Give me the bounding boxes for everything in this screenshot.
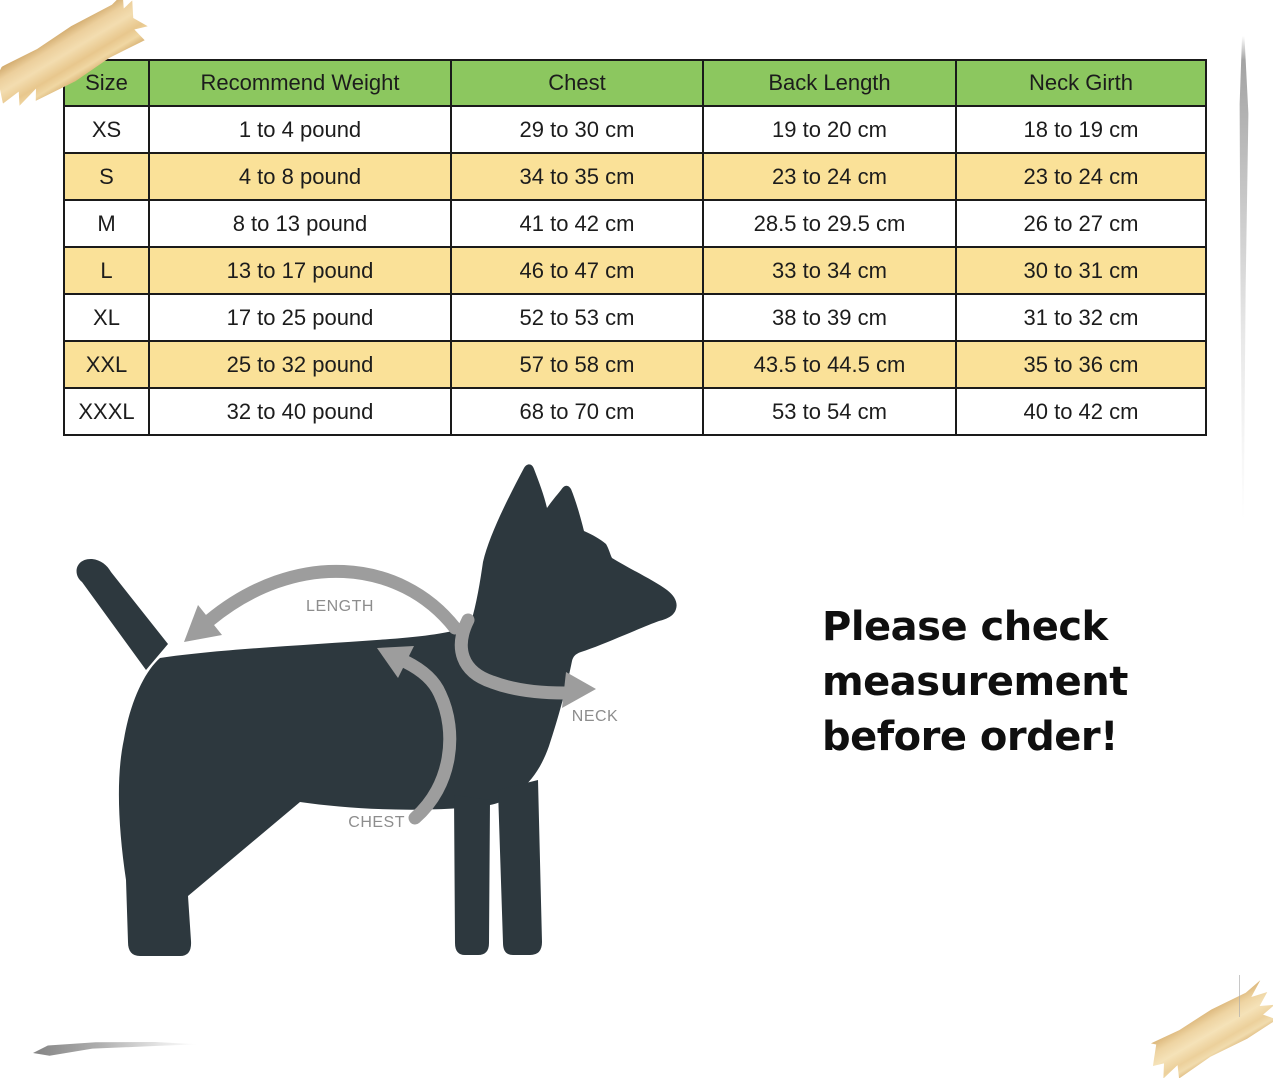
arrowheads [184,605,596,708]
size-chart-table: Size Recommend Weight Chest Back Length … [63,59,1207,436]
cell-size: M [63,199,150,248]
cell-back-length: 43.5 to 44.5 cm [702,340,957,389]
dog-silhouette-icon [76,464,677,956]
row-m: M 8 to 13 pound 41 to 42 cm 28.5 to 29.5… [63,199,1207,248]
dog-measurement-diagram: LENGTH NECK CHEST [76,464,677,956]
cell-chest: 57 to 58 cm [450,340,704,389]
neck-arrowhead-icon [562,672,596,708]
cell-back-length: 38 to 39 cm [702,293,957,342]
cell-weight: 13 to 17 pound [148,246,452,295]
tape-bottom-right-decoration [1143,980,1273,1078]
cell-neck-girth: 18 to 19 cm [955,105,1207,154]
neck-arrow [454,613,571,700]
header-neck-girth: Neck Girth [955,59,1207,107]
page-curl-bottom-left-shadow [33,1041,198,1056]
row-l: L 13 to 17 pound 46 to 47 cm 33 to 34 cm… [63,246,1207,295]
cell-neck-girth: 31 to 32 cm [955,293,1207,342]
header-chest: Chest [450,59,704,107]
cell-neck-girth: 23 to 24 cm [955,152,1207,201]
cell-chest: 68 to 70 cm [450,387,704,436]
cell-size: XXXL [63,387,150,436]
cell-chest: 52 to 53 cm [450,293,704,342]
page-edge-line [1239,975,1240,1017]
row-xxxl: XXXL 32 to 40 pound 68 to 70 cm 53 to 54… [63,387,1207,436]
note-line-3: before order! [822,714,1118,760]
cell-chest: 29 to 30 cm [450,105,704,154]
note-line-1: Please check [822,604,1108,650]
cell-back-length: 19 to 20 cm [702,105,957,154]
cell-chest: 41 to 42 cm [450,199,704,248]
cell-back-length: 33 to 34 cm [702,246,957,295]
note-line-2: measurement [822,659,1128,705]
cell-back-length: 53 to 54 cm [702,387,957,436]
row-xxl: XXL 25 to 32 pound 57 to 58 cm 43.5 to 4… [63,340,1207,389]
cell-size: XL [63,293,150,342]
cell-size: XS [63,105,150,154]
cell-back-length: 23 to 24 cm [702,152,957,201]
cell-weight: 1 to 4 pound [148,105,452,154]
cell-neck-girth: 35 to 36 cm [955,340,1207,389]
cell-back-length: 28.5 to 29.5 cm [702,199,957,248]
header-size: Size [63,59,150,107]
measurement-arrows [203,564,571,825]
cell-neck-girth: 26 to 27 cm [955,199,1207,248]
note-text: Please check measurement before order! [822,600,1162,765]
cell-chest: 34 to 35 cm [450,152,704,201]
cell-size: XXL [63,340,150,389]
neck-label: NECK [572,708,618,725]
page-curl-right-shadow [1239,36,1249,521]
cell-size: S [63,152,150,201]
length-label: LENGTH [306,598,374,615]
cell-neck-girth: 40 to 42 cm [955,387,1207,436]
header-row: Size Recommend Weight Chest Back Length … [63,59,1207,107]
header-weight: Recommend Weight [148,59,452,107]
row-xl: XL 17 to 25 pound 52 to 53 cm 38 to 39 c… [63,293,1207,342]
row-s: S 4 to 8 pound 34 to 35 cm 23 to 24 cm 2… [63,152,1207,201]
cell-weight: 17 to 25 pound [148,293,452,342]
length-arrowhead-icon [184,605,222,642]
cell-weight: 8 to 13 pound [148,199,452,248]
chest-label: CHEST [348,814,405,831]
chest-arrow [399,655,457,825]
row-xs: XS 1 to 4 pound 29 to 30 cm 19 to 20 cm … [63,105,1207,154]
cell-chest: 46 to 47 cm [450,246,704,295]
cell-weight: 4 to 8 pound [148,152,452,201]
cell-weight: 25 to 32 pound [148,340,452,389]
cell-neck-girth: 30 to 31 cm [955,246,1207,295]
cell-size: L [63,246,150,295]
length-arrow [203,564,462,635]
header-back-length: Back Length [702,59,957,107]
chest-arrowhead-icon [377,646,414,678]
cell-weight: 32 to 40 pound [148,387,452,436]
